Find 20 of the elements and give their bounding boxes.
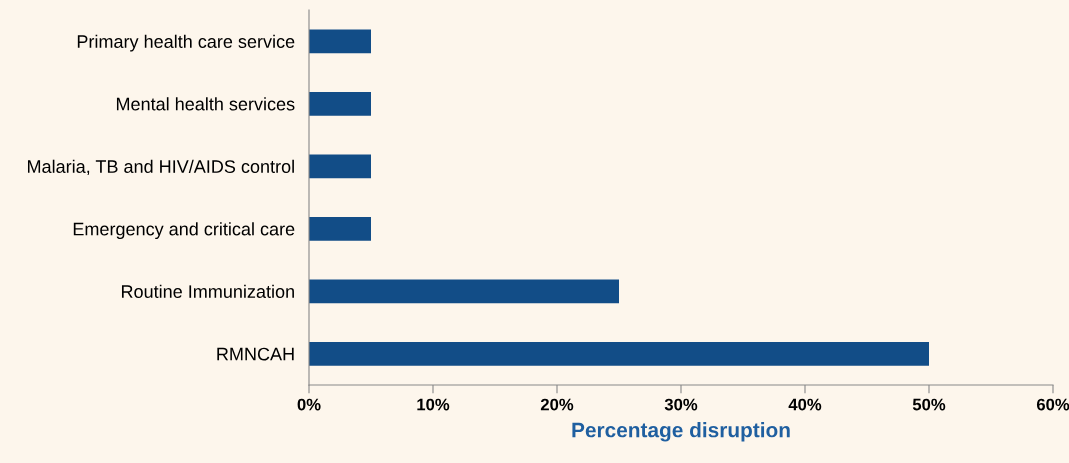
bar bbox=[309, 154, 371, 179]
x-axis-title: Percentage disruption bbox=[572, 422, 790, 442]
y-tick-label: Primary health care service bbox=[77, 34, 295, 52]
y-tick-label: Mental health services bbox=[116, 97, 295, 111]
bar bbox=[309, 341, 929, 366]
y-tick-label: Malaria, TB and HIV/AIDS control bbox=[27, 159, 294, 176]
bar bbox=[309, 279, 619, 304]
x-tick-label: 40% bbox=[788, 398, 822, 411]
bar bbox=[309, 91, 371, 116]
x-tick-label: 0% bbox=[297, 398, 321, 411]
x-tick-label: 50% bbox=[912, 398, 946, 411]
y-tick-label: Routine Immunization bbox=[121, 284, 294, 298]
x-tick-label: 30% bbox=[664, 398, 698, 411]
bar bbox=[309, 29, 371, 54]
y-tick-label: RMNCAH bbox=[217, 347, 294, 361]
y-tick-label: Emergency and critical care bbox=[73, 222, 295, 240]
x-tick-label: 60% bbox=[1036, 398, 1069, 411]
bar bbox=[309, 216, 371, 241]
x-tick-label: 20% bbox=[540, 398, 574, 411]
x-tick-label: 10% bbox=[417, 398, 450, 411]
